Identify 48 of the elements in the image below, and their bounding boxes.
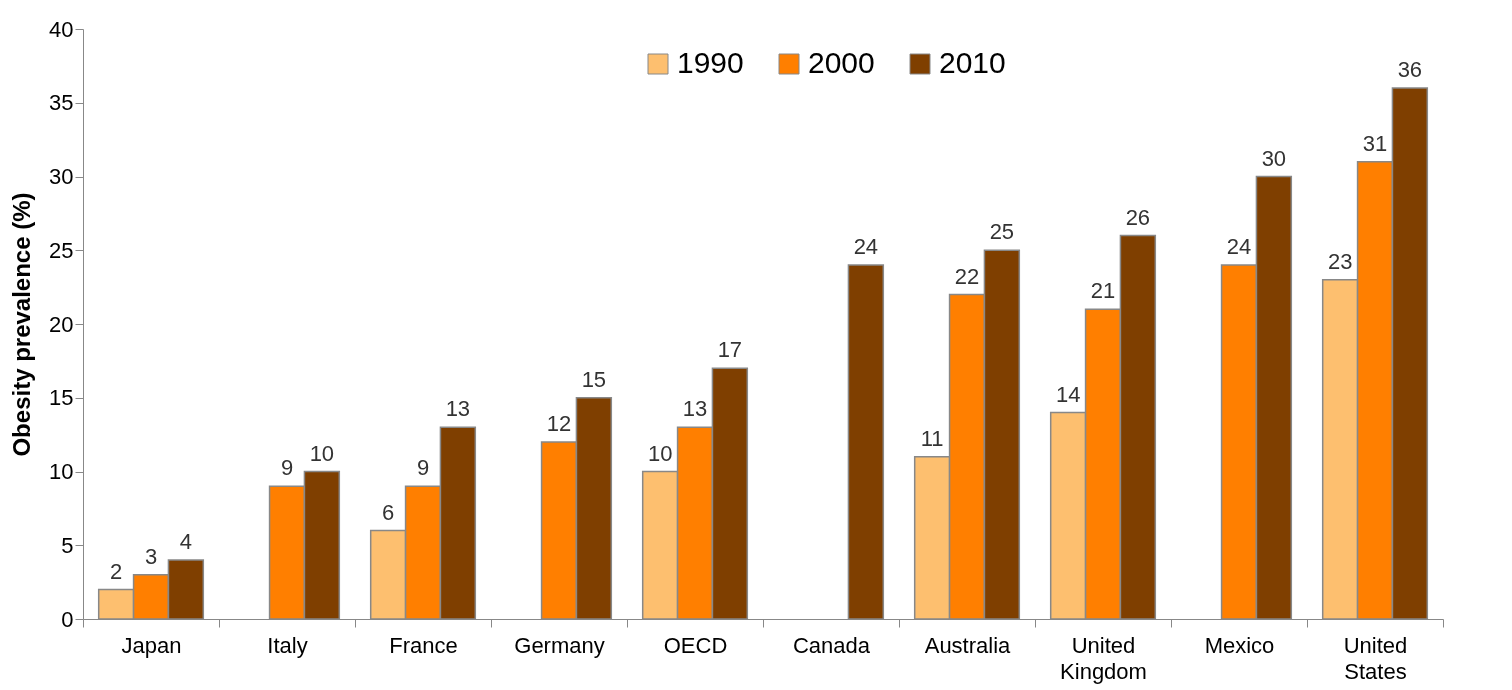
data-label: 22	[954, 263, 980, 289]
data-label: 14	[1055, 381, 1081, 407]
legend-label: 1990	[677, 46, 744, 79]
data-label: 12	[546, 411, 572, 436]
y-axis-title: Obesity prevalence (%)	[8, 192, 36, 457]
data-label: 2	[110, 558, 123, 584]
y-tick-label: 15	[49, 385, 74, 411]
data-label: 9	[280, 455, 294, 481]
data-label: 3	[144, 543, 158, 569]
x-tick-label: Germany	[514, 632, 605, 658]
y-tick-label: 20	[49, 311, 74, 337]
x-tick-label: Canada	[792, 632, 871, 658]
data-label: 10	[647, 440, 673, 466]
data-label: 31	[1362, 130, 1388, 156]
x-tick-label: United Kingdom	[1060, 632, 1147, 684]
data-label: 13	[682, 396, 708, 422]
data-label: 36	[1397, 57, 1423, 82]
data-label: 11	[920, 425, 944, 451]
data-label: 10	[309, 440, 335, 466]
x-tick-label: Mexico	[1204, 632, 1275, 658]
y-tick-label: 10	[49, 459, 74, 484]
x-tick-label: OECD	[663, 632, 728, 658]
data-label: 24	[1226, 234, 1252, 259]
y-tick-label: 30	[49, 164, 74, 189]
y-tick-label: 0	[61, 606, 74, 632]
x-tick-label: Australia	[924, 632, 1012, 658]
data-label: 15	[581, 366, 607, 392]
data-label: 23	[1327, 248, 1353, 274]
data-label: 17	[717, 337, 743, 363]
data-label: 21	[1090, 278, 1116, 304]
data-label: 9	[416, 455, 430, 481]
y-tick-label: 40	[49, 16, 74, 42]
data-label: 6	[382, 499, 395, 525]
data-label: 25	[989, 219, 1015, 245]
x-tick-label: Japan	[121, 632, 182, 658]
data-label: 24	[853, 234, 879, 259]
y-tick-label: 5	[61, 532, 74, 558]
data-label: 30	[1261, 145, 1287, 171]
y-tick-label: 25	[49, 237, 74, 263]
data-label: 13	[445, 396, 471, 422]
x-tick-label: France	[389, 632, 458, 658]
legend-label: 2010	[939, 46, 1006, 79]
data-label: 26	[1125, 204, 1151, 230]
y-tick-label: 35	[49, 90, 74, 116]
data-label: 4	[179, 529, 192, 554]
x-tick-label: Italy	[267, 632, 308, 658]
legend-label: 2000	[808, 46, 875, 79]
x-tick-label: United States	[1343, 632, 1408, 684]
